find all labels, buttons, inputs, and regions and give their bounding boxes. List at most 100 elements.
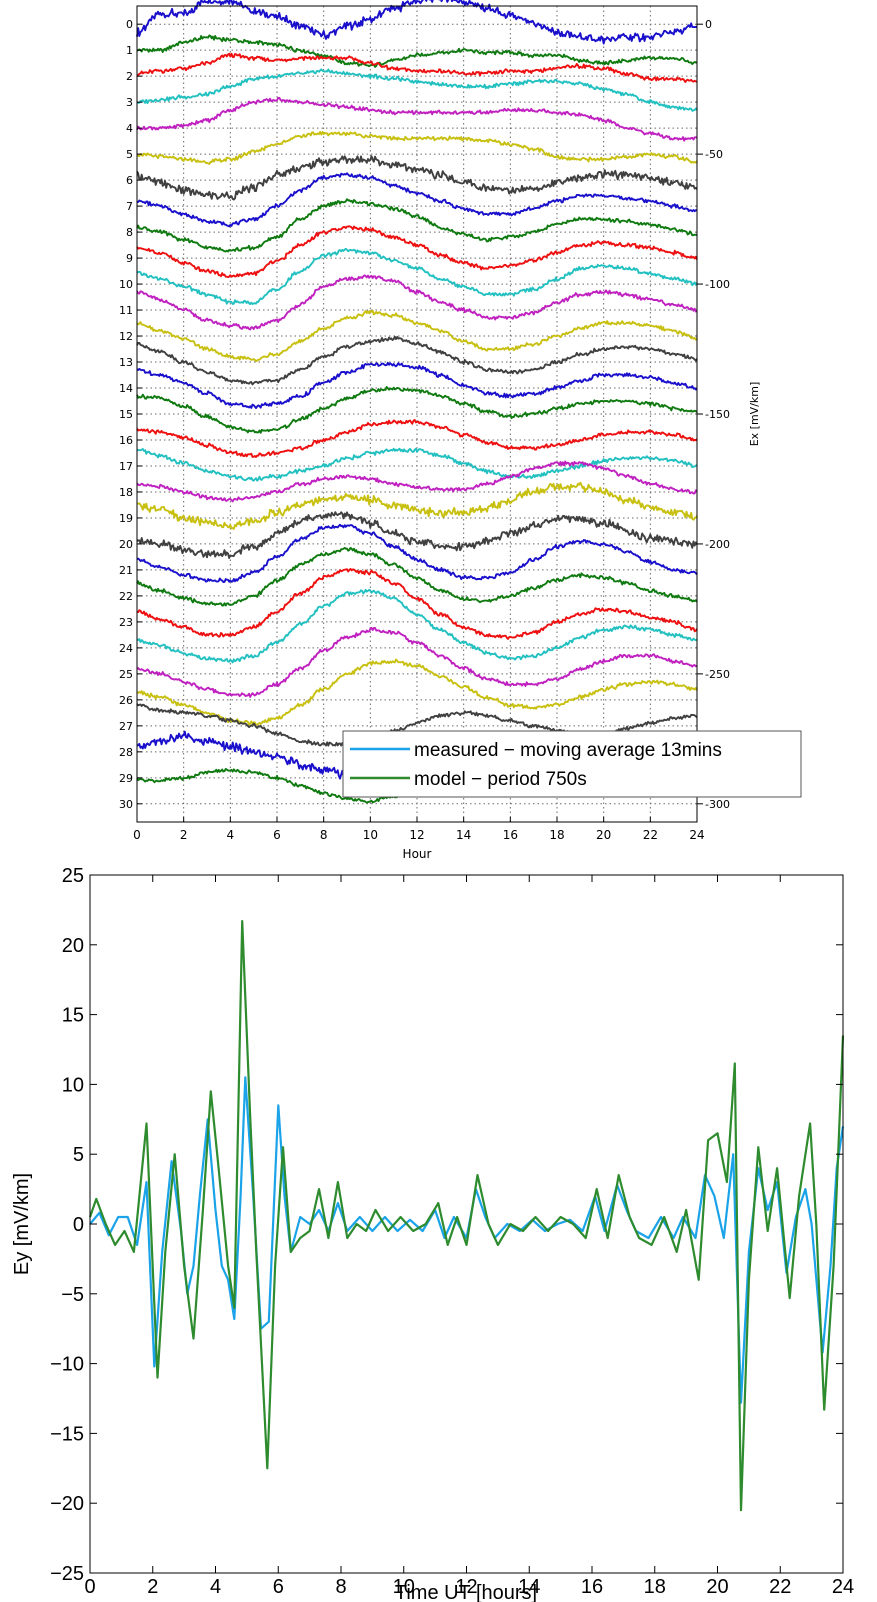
top-series-line-5 [136, 130, 698, 165]
bottom-x-tick-label-14: 14 [518, 1576, 540, 1598]
top-left-tick-label-14: 14 [119, 382, 133, 395]
top-left-tick-label-13: 13 [119, 356, 133, 369]
top-x-tick-label-2: 2 [180, 828, 188, 842]
top-x-tick-label-20: 20 [596, 828, 611, 842]
top-series-line-3 [136, 68, 698, 112]
top-x-tick-label-4: 4 [227, 828, 235, 842]
top-plot: 0 2 4 6 8 10 12 14 16 18 20 22 24 012345678910111213… [119, 0, 761, 861]
top-series-line-15 [136, 386, 698, 434]
top-grid [137, 6, 697, 822]
top-left-tick-label-20: 20 [119, 538, 133, 551]
bottom-y-tick-label-7: −10 [50, 1354, 84, 1376]
top-left-tick-label-6: 6 [126, 174, 133, 187]
top-right-axis-label: Ex [mV/km] [748, 382, 761, 447]
top-x-tick-label-14: 14 [456, 828, 471, 842]
bottom-x-tick-label-8: 8 [335, 1576, 346, 1598]
top-left-tick-label-19: 19 [119, 512, 133, 525]
top-left-tick-label-2: 2 [126, 70, 133, 83]
bottom-x-tick-label-16: 16 [581, 1576, 603, 1598]
top-left-tick-label-15: 15 [119, 408, 133, 421]
top-series-line-26 [136, 658, 698, 726]
top-series-line-10 [136, 247, 698, 306]
bottom-series [88, 920, 845, 1512]
bottom-y-tick-label-9: −20 [50, 1493, 84, 1515]
legend: measured − moving average 13mins model −… [342, 730, 802, 798]
top-x-tick-label-0: 0 [133, 828, 141, 842]
top-series-line-11 [136, 274, 698, 331]
top-left-tick-label-24: 24 [119, 642, 133, 655]
bottom-x-axis-label: Time UT [hours] [395, 1582, 537, 1602]
top-left-tick-label-8: 8 [126, 226, 133, 239]
bottom-x-tick-label-20: 20 [706, 1576, 728, 1598]
bottom-x-tick-label-6: 6 [273, 1576, 284, 1598]
bottom-y-tick-label-8: −15 [50, 1423, 84, 1445]
top-x-tick-label-12: 12 [409, 828, 424, 842]
top-series-line-1 [137, 34, 698, 68]
top-series-line-12 [136, 309, 698, 363]
top-series-line-19 [136, 481, 698, 530]
top-right-tick-label-6: -300 [705, 798, 730, 811]
top-left-tick-label-25: 25 [119, 668, 133, 681]
bottom-x-tick-label-4: 4 [210, 1576, 221, 1598]
top-left-tick-label-30: 30 [119, 798, 133, 811]
top-series-line-8 [136, 198, 698, 253]
top-left-tick-label-29: 29 [119, 772, 133, 785]
top-series-line-0 [136, 0, 698, 45]
top-series-line-25 [136, 626, 698, 698]
top-left-tick-label-17: 17 [119, 460, 133, 473]
top-left-ticks: 0123456789101112131415161718192021222324… [119, 18, 142, 811]
top-series-line-13 [136, 335, 698, 386]
top-left-tick-label-22: 22 [119, 590, 133, 603]
top-left-tick-label-1: 1 [126, 44, 133, 57]
top-left-tick-label-28: 28 [119, 746, 133, 759]
bottom-y-tick-label-3: 10 [62, 1074, 84, 1096]
top-series-line-14 [136, 361, 698, 410]
top-right-tick-label-0: 0 [705, 18, 712, 31]
top-x-tick-label-24: 24 [689, 828, 704, 842]
top-left-tick-label-16: 16 [119, 434, 133, 447]
bottom-x-ticks: 0 2 4 6 8 10 12 14 16 18 20 22 24 [84, 875, 854, 1598]
top-series-line-24 [136, 588, 698, 664]
bottom-y-tick-label-4: 5 [73, 1144, 84, 1166]
top-left-tick-label-10: 10 [119, 278, 133, 291]
top-left-tick-label-0: 0 [126, 18, 133, 31]
top-x-tick-label-10: 10 [363, 828, 378, 842]
top-series-line-17 [136, 447, 698, 482]
top-series-line-21 [136, 523, 698, 583]
legend-label-measured: measured − moving average 13mins [414, 740, 722, 761]
bottom-y-axis-label: Ey [mV/km] [11, 1173, 33, 1275]
top-series-line-4 [136, 96, 698, 142]
legend-box [342, 730, 802, 798]
top-left-tick-label-12: 12 [119, 330, 133, 343]
top-left-tick-label-9: 9 [126, 252, 133, 265]
legend-label-model: model − period 750s [414, 769, 587, 790]
top-series-line-9 [136, 225, 698, 279]
top-left-tick-label-27: 27 [119, 720, 133, 733]
top-series-line-23 [136, 567, 698, 640]
top-left-tick-label-3: 3 [126, 96, 133, 109]
bottom-x-tick-label-10: 10 [393, 1576, 415, 1598]
top-x-axis-label: Hour [403, 847, 432, 861]
bottom-y-tick-label-1: 20 [62, 935, 84, 957]
top-series-line-2 [136, 52, 698, 83]
bottom-x-tick-label-24: 24 [832, 1576, 854, 1598]
bottom-y-tick-label-0: 25 [62, 865, 84, 887]
bottom-plot: 0 2 4 6 8 10 12 14 16 18 20 22 24 2520151050−5−10−15… [11, 730, 854, 1602]
bottom-y-tick-label-6: −5 [61, 1284, 84, 1306]
top-series-line-18 [136, 460, 698, 503]
top-left-tick-label-26: 26 [119, 694, 133, 707]
top-x-tick-label-22: 22 [643, 828, 658, 842]
bottom-x-tick-label-18: 18 [644, 1576, 666, 1598]
bottom-y-tick-label-5: 0 [73, 1214, 84, 1236]
top-x-tick-label-16: 16 [503, 828, 518, 842]
bottom-x-tick-label-0: 0 [84, 1576, 95, 1598]
top-right-tick-label-3: -150 [705, 408, 730, 421]
top-series-line-16 [136, 419, 698, 458]
top-series-line-22 [136, 546, 698, 607]
top-series-line-7 [136, 172, 698, 228]
top-left-tick-label-7: 7 [126, 200, 133, 213]
top-x-ticks: 0 2 4 6 8 10 12 14 16 18 20 22 24 [133, 817, 705, 842]
top-series-line-6 [136, 155, 698, 201]
top-left-tick-label-18: 18 [119, 486, 133, 499]
